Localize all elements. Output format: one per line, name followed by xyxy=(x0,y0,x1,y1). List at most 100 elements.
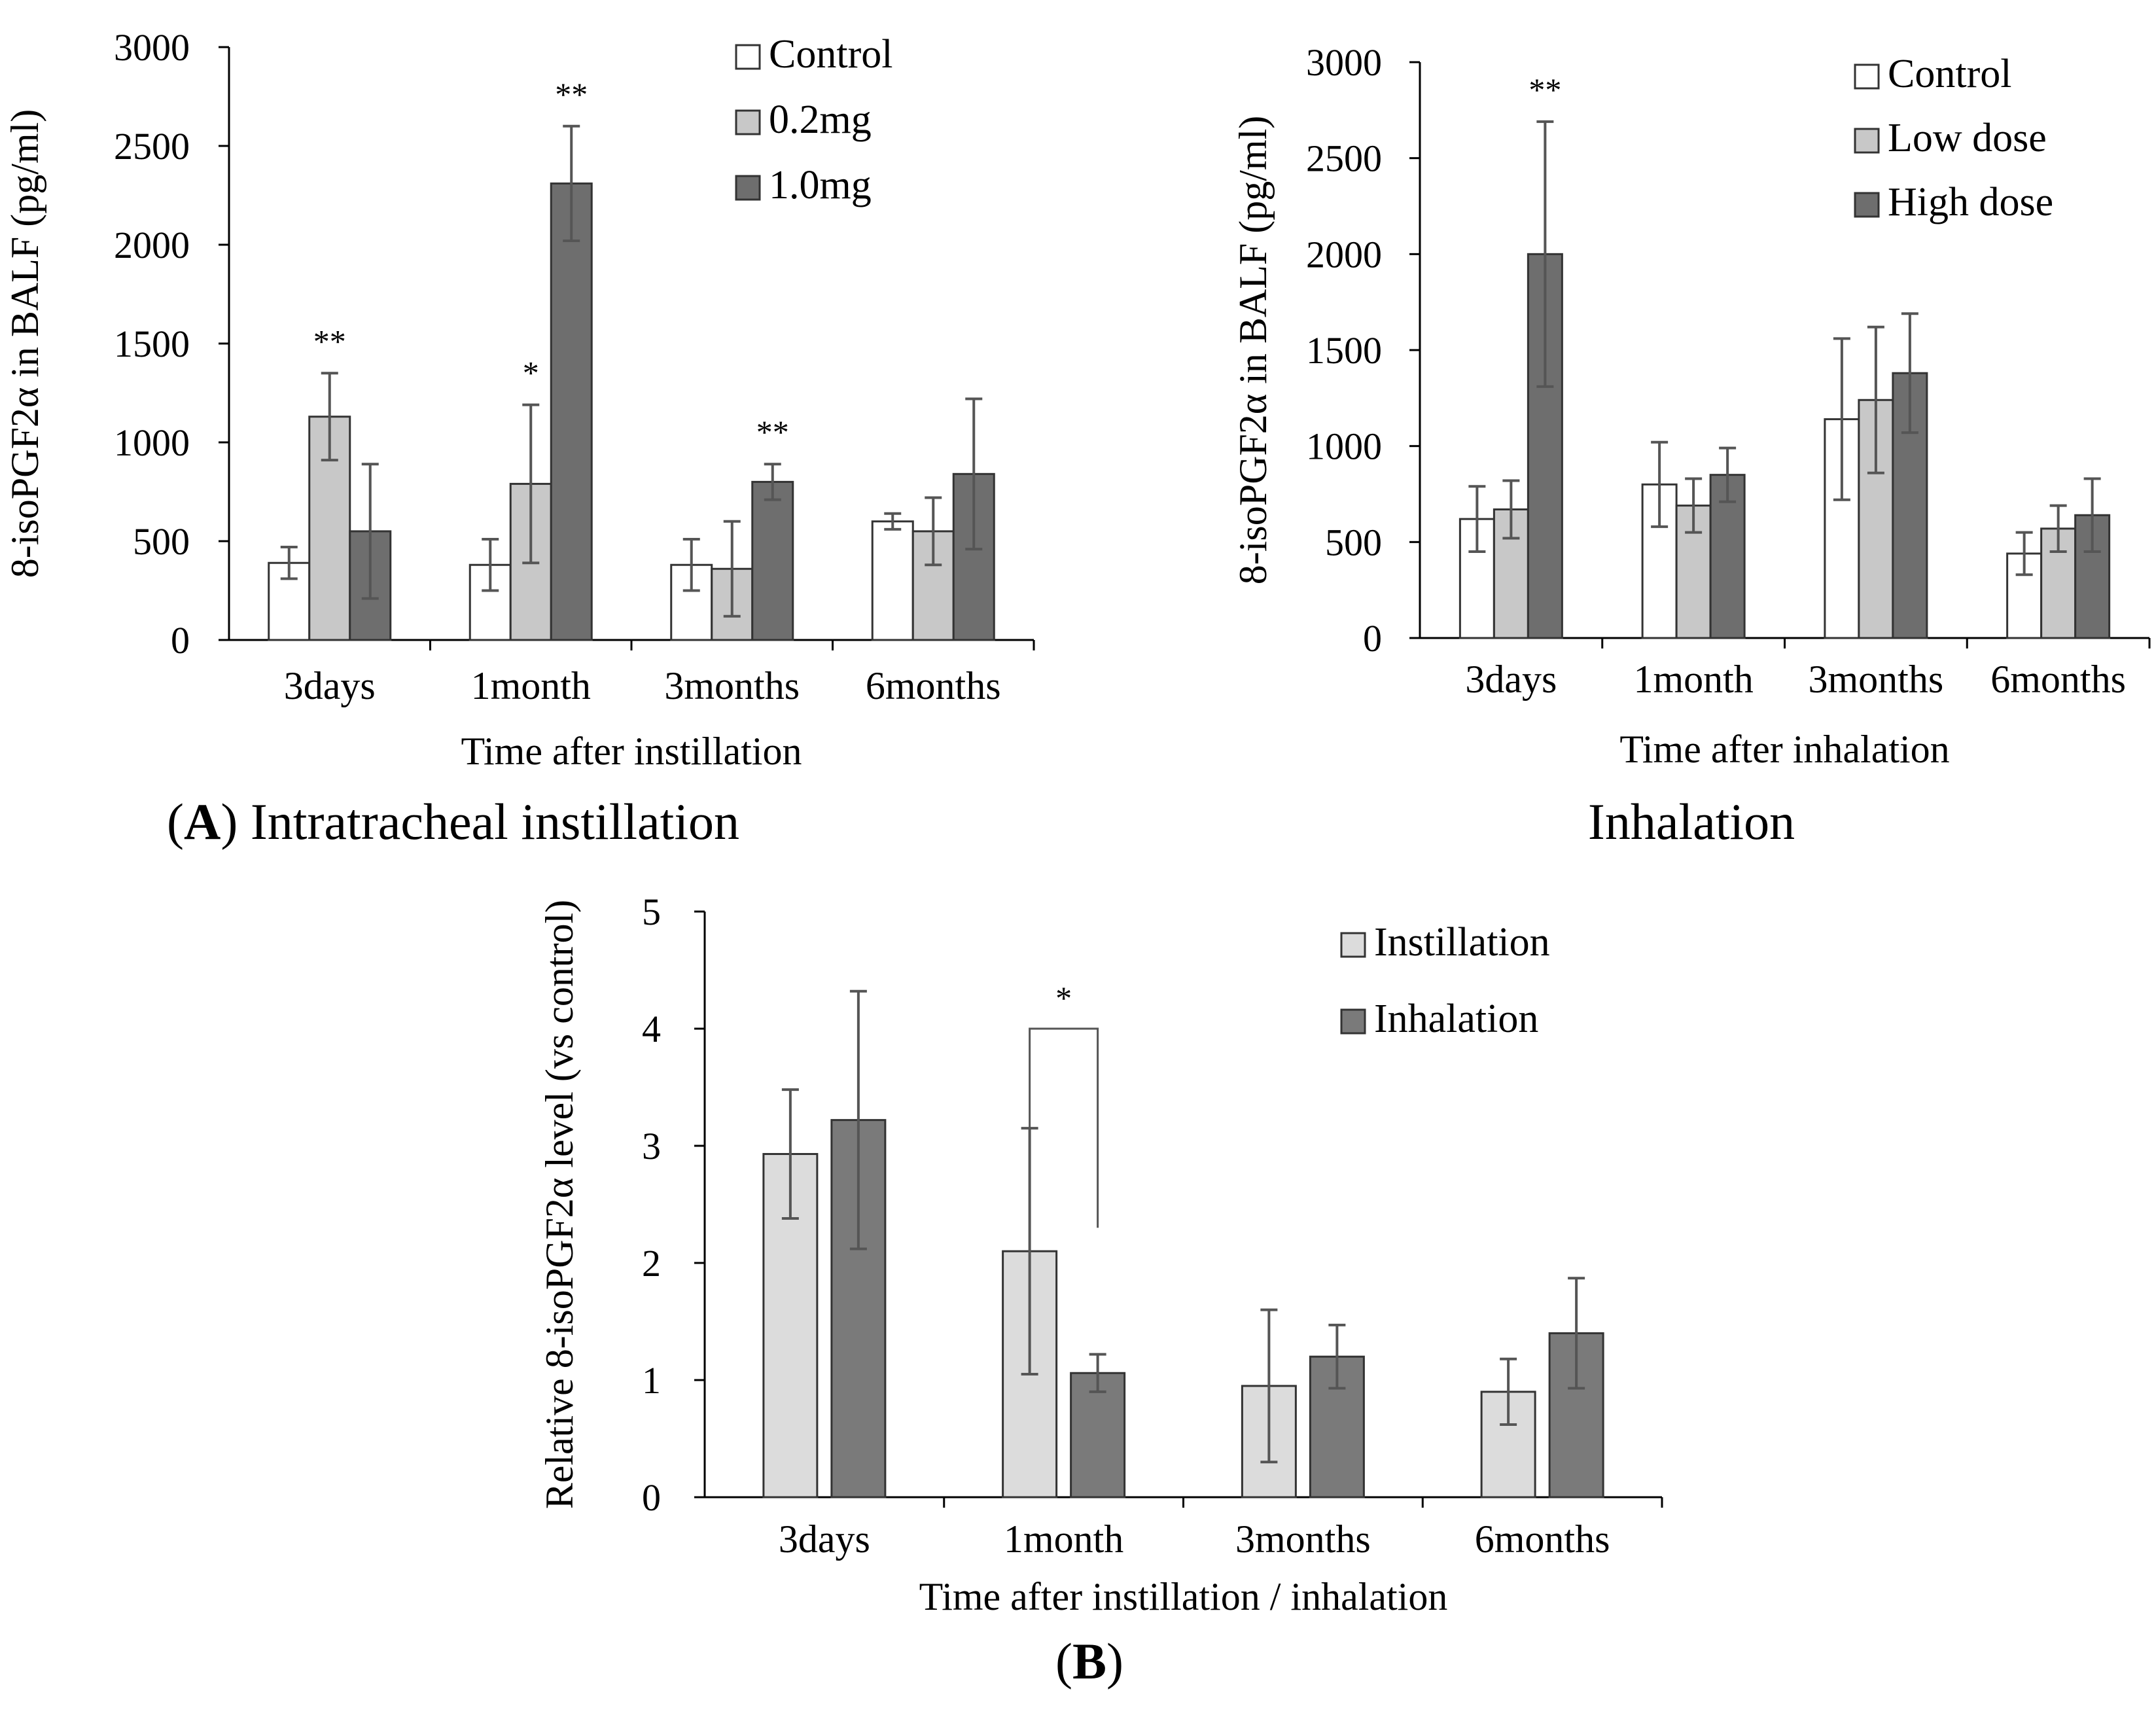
chart-A-inhalation: 0 500 1000 1500 2000 2500 3000 3days 1month 3mont… xyxy=(1231,41,2151,850)
error-bar xyxy=(280,546,298,580)
x-category-label: 3months xyxy=(1809,658,1944,701)
error-bar xyxy=(1901,312,1918,435)
y-tick-label: 0 xyxy=(171,619,190,662)
error-bar xyxy=(1468,485,1486,553)
error-bar xyxy=(1536,120,1554,388)
y-tick-label: 0 xyxy=(1363,617,1382,660)
caption-paren: ) xyxy=(1106,1633,1123,1690)
y-axis-title: 8-isoPGF2α in BALF (pg/ml) xyxy=(1231,116,1275,585)
error-bar xyxy=(2049,504,2067,553)
y-tick-label: 1000 xyxy=(114,421,190,464)
chart-A-instillation: 0 500 1000 1500 2000 2500 3000 3days 1month 3mont… xyxy=(3,26,1035,850)
error-bar xyxy=(2015,531,2033,577)
y-tick-label: 2500 xyxy=(1306,137,1382,180)
error-bar xyxy=(1568,1277,1585,1390)
legend-label: High dose xyxy=(1888,180,2053,224)
legend-swatch xyxy=(735,44,761,70)
significance-marker: * xyxy=(1055,980,1072,1016)
legend-label: Low dose xyxy=(1888,116,2047,160)
error-bar xyxy=(1651,440,1669,528)
x-category-label: 6months xyxy=(1475,1517,1610,1561)
legend-swatch xyxy=(1340,1008,1366,1035)
legend-swatch xyxy=(1854,63,1880,90)
error-bar xyxy=(1502,479,1520,540)
caption-paren: ( xyxy=(167,793,184,850)
error-bar xyxy=(764,463,781,501)
error-bar xyxy=(361,463,379,600)
error-bar xyxy=(1328,1323,1346,1390)
chart-B-relative: 0 1 2 3 4 5 3days 1month 3months 6months * Relative… xyxy=(538,891,1663,1690)
error-bar xyxy=(781,1088,799,1220)
x-category-label: 1month xyxy=(1004,1517,1123,1561)
x-category-label: 3months xyxy=(664,664,800,707)
error-bar xyxy=(1833,337,1850,501)
y-tick-label: 1 xyxy=(642,1359,661,1402)
significance-marker: ** xyxy=(555,76,588,113)
y-tick-label: 2 xyxy=(642,1242,661,1285)
x-axis-title: Time after instillation / inhalation xyxy=(919,1575,1448,1618)
x-category-label: 3days xyxy=(1465,658,1557,701)
error-bar xyxy=(563,124,580,242)
legend-label: 1.0mg xyxy=(769,163,872,207)
error-bar xyxy=(1260,1308,1278,1464)
y-tick-label: 500 xyxy=(1325,521,1382,563)
legend: Control Low dose High dose xyxy=(1854,52,2053,224)
error-bar xyxy=(965,397,983,551)
error-bar xyxy=(1867,325,1884,474)
bar-inhalation-1month xyxy=(1070,1372,1126,1499)
legend-swatch xyxy=(735,175,761,201)
y-tick-label: 1000 xyxy=(1306,425,1382,468)
x-category-label: 6months xyxy=(1990,658,2126,701)
panel-caption: (A) Intratracheal instillation xyxy=(167,793,739,850)
y-tick-label: 1500 xyxy=(1306,329,1382,372)
y-tick-label: 3000 xyxy=(1306,41,1382,84)
y-axis-title: 8-isoPGF2α in BALF (pg/ml) xyxy=(3,109,46,578)
bar-1-0mg-3months xyxy=(751,480,794,641)
error-bar xyxy=(1719,446,1737,503)
legend-label: Control xyxy=(769,32,892,77)
error-bar xyxy=(2083,477,2101,553)
significance-marker: ** xyxy=(756,414,789,450)
y-tick-label: 4 xyxy=(642,1008,661,1050)
legend-swatch xyxy=(735,109,761,135)
legend-label: 0.2mg xyxy=(769,98,872,142)
bar-high-dose-6months xyxy=(2074,514,2111,639)
legend-swatch xyxy=(1854,128,1880,154)
error-bar xyxy=(522,403,540,565)
legend-swatch xyxy=(1854,192,1880,218)
error-bar xyxy=(1685,477,1703,534)
y-tick-label: 500 xyxy=(133,520,190,563)
caption-text: Inhalation xyxy=(1588,793,1795,850)
error-bar xyxy=(482,537,499,592)
error-bar xyxy=(925,496,942,567)
error-bar xyxy=(1089,1353,1106,1393)
panel-caption: Inhalation xyxy=(1588,793,1795,850)
caption-text: Intratracheal instillation xyxy=(238,793,739,850)
bar-1-0mg-1month xyxy=(550,182,593,641)
error-bar xyxy=(849,989,867,1251)
y-tick-label: 3000 xyxy=(114,26,190,69)
x-category-label: 6months xyxy=(866,664,1001,707)
legend: Control 0.2mg 1.0mg xyxy=(735,32,892,207)
y-tick-label: 2000 xyxy=(114,224,190,266)
bar-low-dose-1month xyxy=(1675,505,1712,639)
caption-letter: B xyxy=(1072,1633,1106,1690)
error-bar xyxy=(723,520,741,618)
y-tick-label: 2000 xyxy=(1306,233,1382,275)
x-category-label: 1month xyxy=(471,664,591,707)
legend-label: Inhalation xyxy=(1374,997,1538,1041)
error-bar xyxy=(884,512,902,531)
error-bar xyxy=(682,537,700,592)
y-tick-label: 5 xyxy=(642,891,661,933)
error-bar xyxy=(1500,1357,1517,1427)
caption-letter: A xyxy=(184,793,221,850)
x-axis-title: Time after instillation xyxy=(461,730,802,773)
x-category-label: 3days xyxy=(284,664,376,707)
caption-paren: ) xyxy=(221,793,238,850)
legend-swatch xyxy=(1340,932,1366,958)
significance-marker: * xyxy=(523,355,539,391)
error-bar xyxy=(321,372,338,462)
y-tick-label: 3 xyxy=(642,1125,661,1167)
significance-bracket xyxy=(1029,1027,1099,1228)
